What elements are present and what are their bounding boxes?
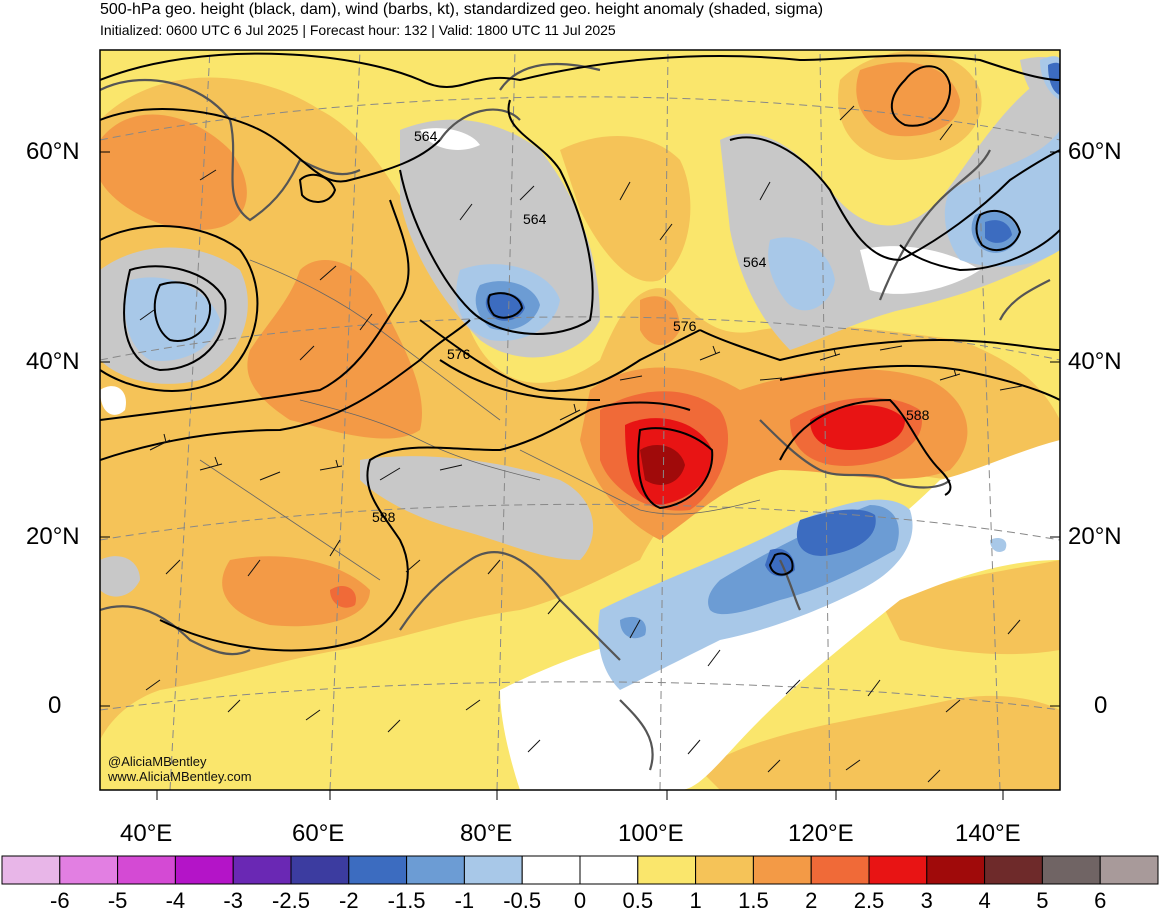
colorbar-swatch	[463, 855, 523, 885]
colorbar-tick-label: -4	[165, 888, 186, 913]
colorbar-tick-label: 6	[1094, 888, 1107, 913]
lon-label-40e: 40°E	[120, 820, 173, 847]
contour-label-564-a: 564	[414, 128, 438, 144]
colorbar-tick-label: -2.5	[272, 888, 310, 913]
colorbar-swatch	[695, 855, 754, 885]
colorbar-swatch	[348, 855, 408, 885]
credit-website: www.AliciaMBentley.com	[108, 769, 252, 784]
map-frame	[99, 49, 1061, 791]
colorbar-tick-label: 0	[573, 888, 587, 913]
graticule	[100, 50, 1060, 790]
colorbar-swatch	[521, 855, 581, 885]
colorbar-swatch	[1099, 855, 1159, 885]
lon-label-80e: 80°E	[460, 820, 513, 847]
lon-label-140e: 140°E	[955, 820, 1021, 847]
lat-label-60n-left: 60°N	[26, 138, 80, 165]
height-contours	[100, 52, 1060, 652]
colorbar-swatch	[752, 855, 812, 885]
colorbar-tick-label: 1	[689, 888, 702, 913]
lon-label-120e: 120°E	[788, 820, 854, 847]
lon-label-100e: 100°E	[618, 820, 684, 847]
colorbar-swatch	[117, 855, 176, 885]
colorbar-swatch	[290, 855, 350, 885]
lat-label-20n-right: 20°N	[1068, 523, 1122, 550]
lat-label-40n-right: 40°N	[1068, 348, 1122, 375]
colorbar-tick-label: -1.5	[387, 888, 426, 913]
colorbar-swatch	[174, 855, 234, 885]
colorbar-tick-label: -5	[107, 888, 128, 913]
contour-label-588-b: 588	[906, 407, 930, 423]
colorbar-tick-label: 0.5	[622, 888, 654, 913]
chart-title: 500-hPa geo. height (black, dam), wind (…	[100, 1, 824, 18]
colorbar-tick-label: -0.5	[503, 888, 542, 913]
colorbar-swatch	[232, 855, 292, 885]
colorbar-tick-label: 1.5	[738, 888, 769, 913]
colorbar-tick-label: 2.5	[853, 888, 885, 913]
lat-label-60n-right: 60°N	[1068, 138, 1122, 165]
colorbar-swatch	[637, 855, 697, 885]
lat-label-20n-left: 20°N	[26, 523, 80, 550]
colorbar-swatch	[868, 855, 928, 885]
colorbar-swatch	[926, 855, 986, 885]
colorbar-swatch	[984, 855, 1043, 885]
contour-label-564-c: 564	[743, 254, 767, 270]
colorbar-swatch	[579, 855, 639, 885]
colorbar-swatch	[810, 855, 870, 885]
tick-marks	[100, 151, 1060, 800]
colorbar-tick-label: -2	[339, 888, 359, 913]
lat-label-40n-left: 40°N	[26, 348, 80, 375]
colorbar-swatch	[406, 855, 465, 885]
wind-barbs	[139, 105, 1023, 783]
chart-subtitle: Initialized: 0600 UTC 6 Jul 2025 | Forec…	[100, 22, 616, 38]
colorbar-tick-label: -6	[50, 888, 70, 913]
colorbar-swatch	[1041, 855, 1101, 885]
colorbar	[1, 855, 1159, 885]
colorbar-swatch	[59, 855, 119, 885]
colorbar-tick-label: 3	[920, 888, 933, 913]
colorbar-swatch	[1, 855, 61, 885]
lat-label-0-left: 0	[48, 692, 62, 719]
colorbar-tick-label: 2	[805, 888, 818, 913]
contour-label-564-b: 564	[523, 211, 547, 227]
lat-label-0-right: 0	[1094, 692, 1108, 719]
credit-handle: @AliciaMBentley	[108, 754, 207, 769]
contour-label-576-b: 576	[673, 318, 697, 334]
colorbar-tick-label: 4	[978, 888, 991, 913]
lon-label-60e: 60°E	[292, 820, 345, 847]
colorbar-tick-label: -3	[223, 888, 243, 913]
colorbar-tick-label: 5	[1036, 888, 1049, 913]
colorbar-tick-label: -1	[454, 888, 475, 913]
contour-label-588-a: 588	[372, 509, 396, 525]
contour-label-576-a: 576	[447, 346, 471, 362]
